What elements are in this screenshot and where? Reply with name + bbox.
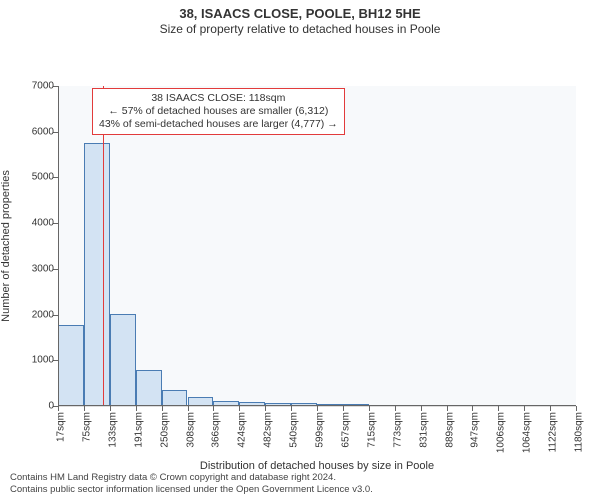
- x-tick-mark: [84, 406, 85, 411]
- x-tick-label: 599sqm: [315, 412, 326, 448]
- x-tick-label: 1006sqm: [496, 412, 507, 453]
- histogram-bar: [162, 390, 188, 406]
- x-tick-label: 1064sqm: [522, 412, 533, 453]
- chart-area: Number of detached properties 0100020003…: [0, 40, 600, 472]
- x-tick-label: 75sqm: [81, 412, 92, 442]
- footer-line-2: Contains public sector information licen…: [10, 484, 373, 496]
- y-axis-line: [58, 86, 59, 406]
- x-tick-label: 17sqm: [56, 412, 67, 442]
- page-root: 38, ISAACS CLOSE, POOLE, BH12 5HE Size o…: [0, 0, 600, 500]
- x-tick-label: 889sqm: [444, 412, 455, 448]
- x-tick-mark: [421, 406, 422, 411]
- callout-line-1: 38 ISAACS CLOSE: 118sqm: [99, 92, 338, 105]
- x-tick-mark: [162, 406, 163, 411]
- y-tick-label: 3000: [32, 263, 54, 274]
- histogram-bar: [84, 143, 110, 406]
- x-tick-mark: [265, 406, 266, 411]
- y-tick-label: 5000: [32, 172, 54, 183]
- x-tick-mark: [239, 406, 240, 411]
- x-tick-label: 1180sqm: [574, 412, 585, 452]
- x-tick-mark: [213, 406, 214, 411]
- attribution-footer: Contains HM Land Registry data © Crown c…: [10, 472, 373, 496]
- x-tick-mark: [395, 406, 396, 411]
- y-tick-label: 4000: [32, 218, 54, 229]
- x-tick-mark: [369, 406, 370, 411]
- x-tick-label: 831sqm: [418, 412, 429, 448]
- x-tick-labels: 17sqm 75sqm 133sqm 191sqm 250sqm 308sqm 366sqm…: [58, 412, 576, 462]
- callout-line-2: ← 57% of detached houses are smaller (6,…: [99, 105, 338, 118]
- y-tick-labels: 01000200030004000500060007000: [0, 86, 58, 406]
- callout-box: 38 ISAACS CLOSE: 118sqm ← 57% of detache…: [92, 88, 345, 135]
- page-title: 38, ISAACS CLOSE, POOLE, BH12 5HE: [0, 0, 600, 22]
- x-tick-label: 191sqm: [133, 412, 144, 448]
- x-tick-label: 424sqm: [237, 412, 248, 448]
- x-tick-mark: [498, 406, 499, 411]
- page-subtitle: Size of property relative to detached ho…: [0, 22, 600, 36]
- x-tick-label: 366sqm: [211, 412, 222, 448]
- x-tick-mark: [188, 406, 189, 411]
- x-tick-label: 773sqm: [392, 412, 403, 448]
- y-tick-label: 6000: [32, 126, 54, 137]
- x-tick-label: 308sqm: [185, 412, 196, 448]
- x-tick-label: 250sqm: [159, 412, 170, 448]
- x-tick-label: 1122sqm: [548, 412, 559, 452]
- y-tick-label: 0: [48, 400, 54, 411]
- histogram-bar: [136, 370, 162, 406]
- x-tick-label: 540sqm: [289, 412, 300, 448]
- x-tick-mark: [447, 406, 448, 411]
- x-tick-mark: [58, 406, 59, 411]
- y-tick-label: 7000: [32, 80, 54, 91]
- x-tick-mark: [343, 406, 344, 411]
- x-tick-label: 947sqm: [470, 412, 481, 448]
- y-tick-label: 1000: [32, 355, 54, 366]
- histogram-bar: [58, 325, 84, 406]
- x-tick-mark: [550, 406, 551, 411]
- callout-line-3: 43% of semi-detached houses are larger (…: [99, 118, 338, 131]
- x-tick-mark: [317, 406, 318, 411]
- footer-line-1: Contains HM Land Registry data © Crown c…: [10, 472, 373, 484]
- x-tick-label: 657sqm: [340, 412, 351, 448]
- x-tick-mark: [472, 406, 473, 411]
- y-tick-label: 2000: [32, 309, 54, 320]
- x-tick-label: 482sqm: [263, 412, 274, 448]
- histogram-bar: [110, 314, 136, 406]
- x-tick-mark: [524, 406, 525, 411]
- x-tick-mark: [291, 406, 292, 411]
- x-tick-mark: [110, 406, 111, 411]
- x-tick-label: 715sqm: [366, 412, 377, 448]
- x-tick-mark: [576, 406, 577, 411]
- x-tick-label: 133sqm: [107, 412, 118, 448]
- x-tick-mark: [136, 406, 137, 411]
- x-axis-label: Distribution of detached houses by size …: [58, 460, 576, 472]
